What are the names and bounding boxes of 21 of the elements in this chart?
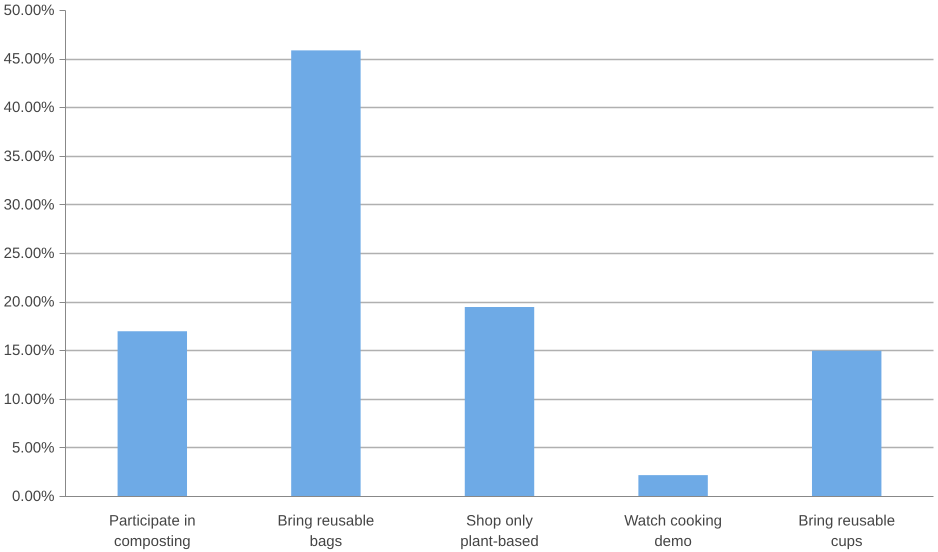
y-tick-label: 45.00% bbox=[4, 50, 54, 68]
bar bbox=[638, 475, 708, 496]
x-tick-label: Shop only plant-based bbox=[460, 512, 539, 550]
y-tick-label: 10.00% bbox=[4, 390, 54, 408]
y-tick-label: 25.00% bbox=[4, 245, 54, 262]
y-tick-label: 0.00% bbox=[12, 488, 55, 505]
y-tick-label: 20.00% bbox=[4, 294, 54, 311]
y-tick-label: 35.00% bbox=[4, 148, 54, 165]
y-tick-label: 15.00% bbox=[4, 342, 54, 360]
y-tick-label: 30.00% bbox=[4, 196, 54, 214]
x-tick-label: Bring reusable bags bbox=[278, 512, 374, 550]
y-tick-label: 50.00% bbox=[4, 2, 54, 19]
x-tick-label: Participate in composting bbox=[108, 512, 196, 550]
x-tick-label: Watch cooking demo bbox=[624, 512, 722, 550]
y-tick-label: 40.00% bbox=[4, 99, 54, 116]
bar bbox=[464, 306, 534, 496]
y-tick-label: 5.00% bbox=[12, 439, 55, 456]
bar bbox=[812, 350, 882, 496]
bar bbox=[291, 50, 361, 496]
bar bbox=[118, 331, 188, 496]
x-tick-label: Bring reusable cups bbox=[798, 512, 896, 550]
